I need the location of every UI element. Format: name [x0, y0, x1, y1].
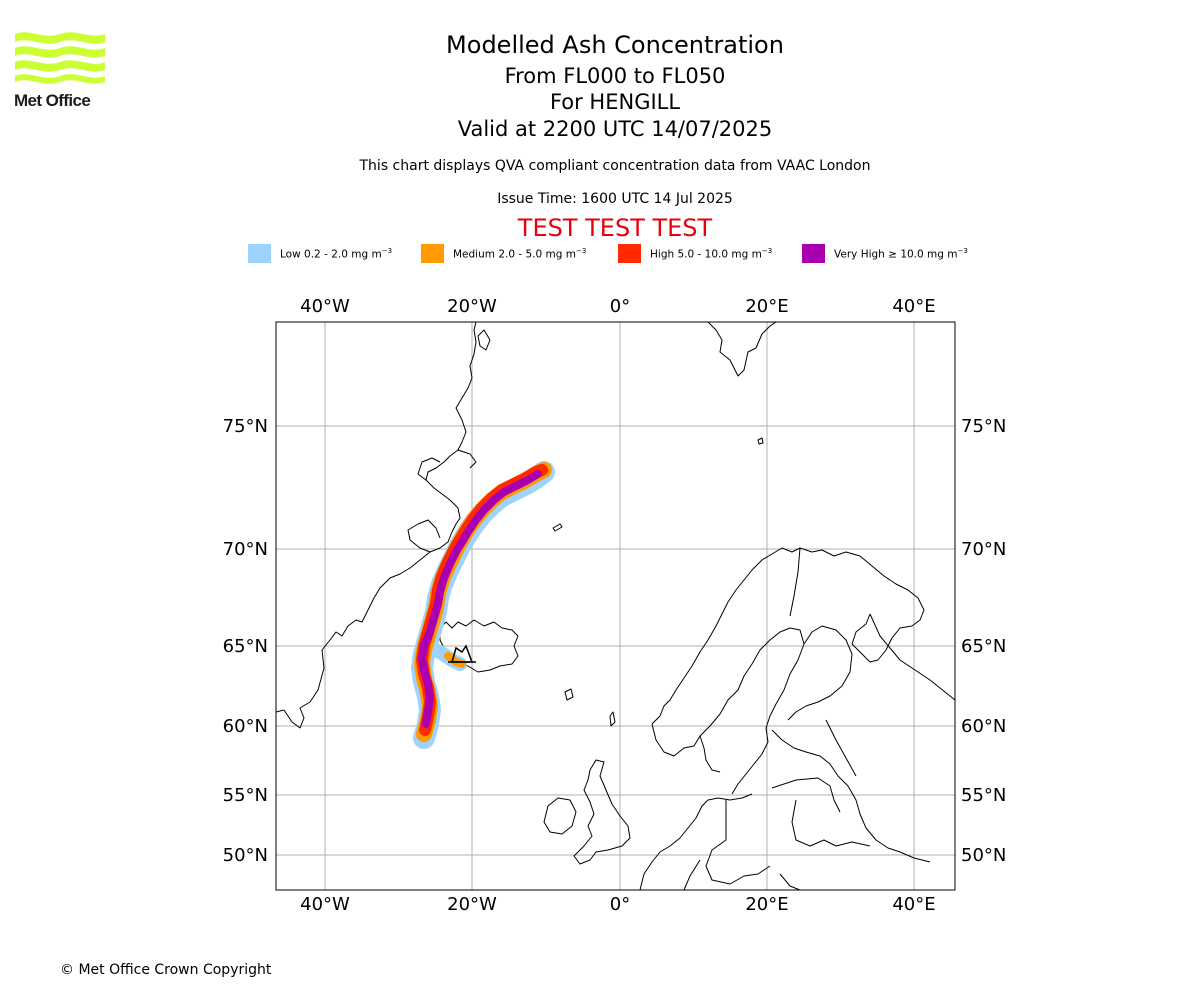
ash-plume: [411, 461, 555, 749]
legend-label-low: Low 0.2 - 2.0 mg m−3: [280, 247, 393, 261]
svalbard: [707, 322, 777, 377]
greenland-coast: [276, 322, 477, 729]
qva-subtitle: This chart displays QVA compliant concen…: [359, 158, 871, 174]
lon-labels-bottom: 40°W 20°W 0° 20°E 40°E: [300, 894, 935, 915]
lat-labels-left: 75°N 70°N 65°N 60°N 55°N 50°N: [223, 416, 268, 866]
borders-6: [869, 613, 955, 701]
baltic-coast: [771, 729, 931, 863]
legend-swatch-low: [248, 244, 271, 263]
lat-label-left-70n: 70°N: [223, 539, 268, 560]
met-office-logo: Met Office: [14, 30, 109, 112]
flight-levels: From FL000 to FL050: [504, 64, 726, 88]
lon-label-top-20w: 20°W: [447, 296, 497, 317]
legend-label-very-high: Very High ≥ 10.0 mg m−3: [834, 247, 968, 261]
faroe-islands: [564, 688, 574, 701]
legend-label-medium: Medium 2.0 - 5.0 mg m−3: [453, 247, 587, 261]
copyright-notice: © Met Office Crown Copyright: [60, 962, 272, 978]
borders-7: [683, 859, 701, 890]
lat-label-left-60n: 60°N: [223, 716, 268, 737]
borders-2: [791, 799, 871, 847]
legend-label-high: High 5.0 - 10.0 mg m−3: [650, 247, 773, 261]
test-banner: TEST TEST TEST: [517, 214, 713, 242]
plume-very-high: [418, 470, 542, 728]
borders-1: [705, 800, 771, 885]
lat-label-left-55n: 55°N: [223, 785, 268, 806]
bear-island: [757, 437, 764, 445]
greenland-fjord-1: [407, 519, 441, 553]
lon-label-top-0: 0°: [610, 296, 630, 317]
lon-labels-top: 40°W 20°W 0° 20°E 40°E: [300, 296, 935, 317]
greenland-island-north: [477, 329, 491, 351]
lon-label-bottom-0: 0°: [610, 894, 630, 915]
borders-5: [789, 547, 801, 617]
ireland: [543, 797, 577, 835]
lat-label-left-50n: 50°N: [223, 845, 268, 866]
borders-3: [771, 777, 841, 813]
norway-south: [651, 723, 721, 773]
continent-coast: [639, 793, 753, 890]
jan-mayen: [552, 523, 563, 532]
lat-label-right-65n: 65°N: [961, 636, 1006, 657]
coastlines: [276, 322, 955, 890]
chart-title: Modelled Ash Concentration: [446, 31, 784, 59]
greenland-fjord-2: [417, 457, 441, 481]
volcano-marker-icon: [448, 644, 476, 663]
shetland: [609, 711, 616, 727]
lon-label-bottom-40e: 40°E: [892, 894, 935, 915]
volcano-name: For HENGILL: [549, 90, 681, 114]
lon-label-top-40e: 40°E: [892, 296, 935, 317]
legend-swatch-medium: [421, 244, 444, 263]
logo-wordmark: Met Office: [14, 91, 91, 110]
issue-time: Issue Time: 1600 UTC 14 Jul 2025: [497, 191, 733, 207]
lat-label-left-75n: 75°N: [223, 416, 268, 437]
finland-coast: [787, 625, 853, 721]
lon-label-bottom-20e: 20°E: [745, 894, 788, 915]
valid-time: Valid at 2200 UTC 14/07/2025: [457, 117, 773, 141]
lon-label-bottom-40w: 40°W: [300, 894, 350, 915]
map-gridlines: [276, 322, 955, 890]
lat-label-left-65n: 65°N: [223, 636, 268, 657]
great-britain: [573, 759, 631, 865]
lat-label-right-55n: 55°N: [961, 785, 1006, 806]
scandinavia-coast: [651, 547, 925, 725]
legend-swatch-very-high: [802, 244, 825, 263]
lat-label-right-60n: 60°N: [961, 716, 1006, 737]
lon-label-top-40w: 40°W: [300, 296, 350, 317]
legend-swatch-high: [618, 244, 641, 263]
greenland-fjord-3: [457, 449, 477, 469]
borders-4: [825, 719, 857, 777]
lon-label-bottom-20w: 20°W: [447, 894, 497, 915]
lat-labels-right: 75°N 70°N 65°N 60°N 55°N 50°N: [961, 416, 1006, 866]
map-frame: [275, 321, 956, 891]
lat-label-right-50n: 50°N: [961, 845, 1006, 866]
met-office-waves-icon: [15, 32, 105, 84]
lat-label-right-70n: 70°N: [961, 539, 1006, 560]
lon-label-top-20e: 20°E: [745, 296, 788, 317]
borders-8: [779, 873, 801, 890]
lat-label-right-75n: 75°N: [961, 416, 1006, 437]
sweden-finland: [699, 627, 805, 795]
